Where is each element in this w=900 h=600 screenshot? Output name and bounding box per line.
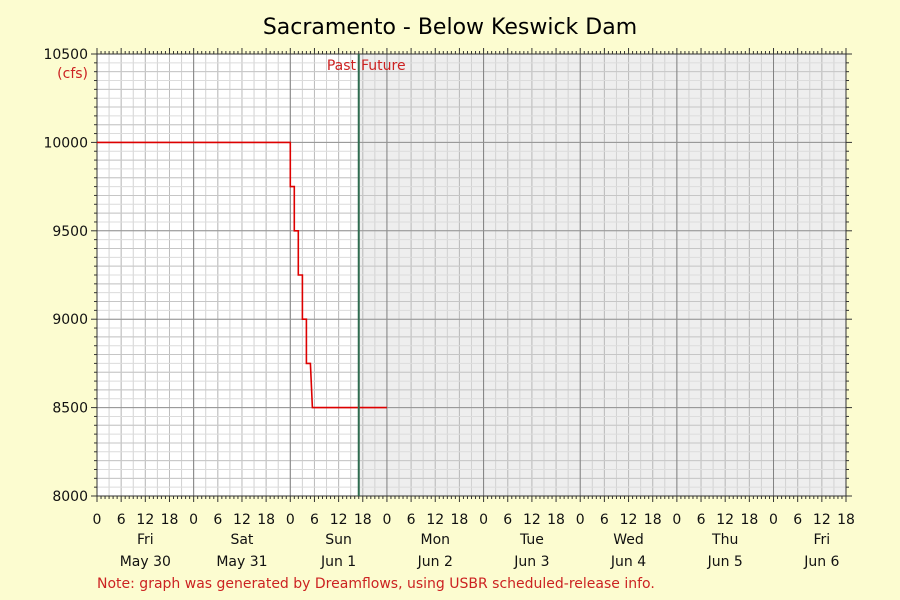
x-hour-label: 18 (547, 512, 565, 528)
footnote: Note: graph was generated by Dreamflows,… (97, 576, 655, 592)
past-label: Past (327, 58, 357, 74)
x-hour-label: 18 (837, 512, 855, 528)
y-tick-label: 8500 (52, 401, 88, 417)
x-hour-label: 6 (503, 512, 512, 528)
x-date-label: Jun 4 (610, 554, 646, 570)
x-hour-label: 6 (407, 512, 416, 528)
x-date-label: Jun 6 (803, 554, 839, 570)
x-hour-label: 0 (382, 512, 391, 528)
x-hour-label: 0 (189, 512, 198, 528)
y-axis-unit-label: (cfs) (57, 66, 88, 82)
y-tick-label: 9500 (52, 224, 88, 240)
chart-title: Sacramento - Below Keswick Dam (263, 15, 637, 40)
x-hour-label: 0 (93, 512, 102, 528)
x-hour-label: 6 (117, 512, 126, 528)
x-hour-label: 18 (740, 512, 758, 528)
x-hour-label: 6 (697, 512, 706, 528)
x-hour-label: 6 (213, 512, 222, 528)
x-hour-label: 12 (620, 512, 638, 528)
x-date-label: Jun 2 (417, 554, 453, 570)
x-weekday-label: Fri (813, 532, 830, 548)
x-weekday-label: Mon (420, 532, 450, 548)
flow-series-line (97, 141, 387, 409)
x-hour-label: 18 (161, 512, 179, 528)
x-hour-label: 0 (479, 512, 488, 528)
x-hour-label: 18 (257, 512, 275, 528)
x-hour-label: 0 (672, 512, 681, 528)
x-date-label: Jun 5 (707, 554, 743, 570)
x-hour-label: 12 (523, 512, 541, 528)
x-hour-label: 6 (310, 512, 319, 528)
x-hour-label: 0 (769, 512, 778, 528)
x-date-label: May 30 (120, 554, 171, 570)
future-label: Future (361, 58, 406, 74)
y-tick-label: 10500 (43, 47, 88, 63)
x-hour-label: 6 (793, 512, 802, 528)
x-weekday-label: Sat (230, 532, 253, 548)
x-weekday-label: Thu (711, 532, 738, 548)
x-weekday-label: Wed (613, 532, 644, 548)
x-hour-label: 0 (576, 512, 585, 528)
x-hour-label: 12 (136, 512, 154, 528)
x-hour-label: 18 (644, 512, 662, 528)
x-weekday-label: Fri (137, 532, 154, 548)
y-tick-label: 9000 (52, 312, 88, 328)
y-tick-label: 8000 (52, 489, 88, 505)
x-hour-label: 12 (426, 512, 444, 528)
x-date-label: Jun 1 (320, 554, 356, 570)
x-hour-label: 18 (451, 512, 469, 528)
x-hour-label: 12 (716, 512, 734, 528)
y-tick-label: 10000 (43, 135, 88, 151)
x-hour-label: 6 (600, 512, 609, 528)
x-hour-label: 12 (330, 512, 348, 528)
x-hour-label: 18 (354, 512, 372, 528)
x-hour-label: 12 (813, 512, 831, 528)
x-weekday-label: Sun (325, 532, 352, 548)
x-hour-label: 12 (233, 512, 251, 528)
x-date-label: May 31 (216, 554, 267, 570)
x-hour-label: 0 (286, 512, 295, 528)
x-weekday-label: Tue (519, 532, 544, 548)
x-date-label: Jun 3 (513, 554, 549, 570)
